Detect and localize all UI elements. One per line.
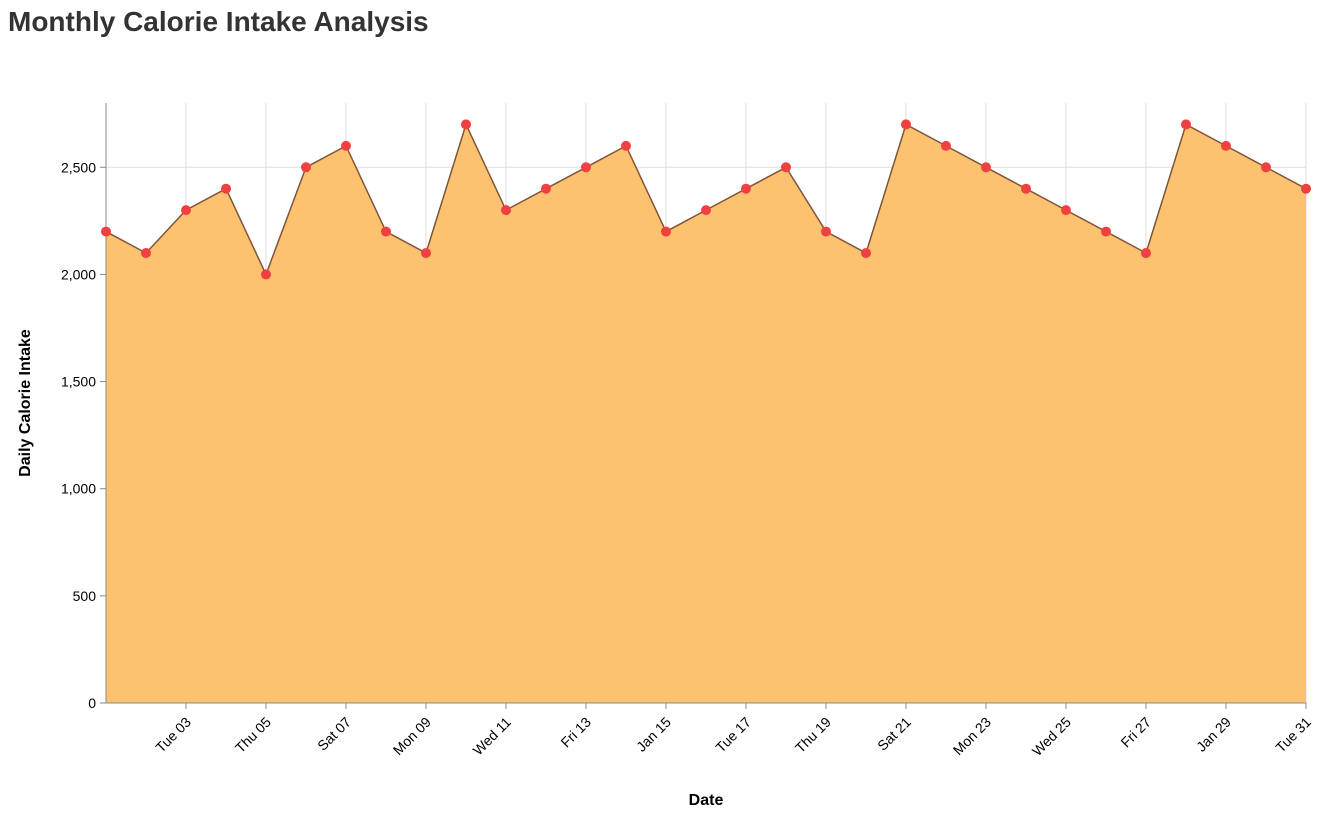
chart-title: Monthly Calorie Intake Analysis (8, 6, 429, 37)
data-point (661, 226, 671, 237)
data-point (381, 226, 391, 237)
data-point (621, 140, 631, 151)
y-tick-label: 1,500 (61, 374, 96, 390)
data-point (261, 269, 271, 280)
data-point (301, 162, 311, 173)
data-point (341, 140, 351, 151)
x-tick-label: Mon 23 (950, 714, 994, 758)
data-point (1101, 226, 1111, 237)
data-point (821, 226, 831, 237)
data-point (541, 183, 551, 194)
data-point (1061, 205, 1071, 216)
data-points (101, 119, 1311, 280)
data-point (141, 248, 151, 258)
data-point (101, 226, 111, 237)
x-tick-label: Jan 29 (1193, 714, 1234, 755)
area-fill (106, 124, 1306, 703)
data-point (1141, 248, 1151, 258)
y-tick-label: 1,000 (61, 481, 96, 497)
y-tick-label: 500 (73, 588, 97, 604)
x-tick-label: Jan 15 (633, 714, 674, 755)
data-point (1181, 119, 1191, 130)
data-point (981, 162, 991, 173)
x-tick-label: Fri 27 (1117, 714, 1154, 751)
data-point (1261, 162, 1271, 173)
x-tick-label: Sat 21 (874, 714, 914, 754)
data-point (501, 205, 511, 216)
y-tick-label: 0 (88, 695, 96, 711)
y-tick-label: 2,500 (61, 159, 96, 175)
data-point (461, 119, 471, 130)
data-point (221, 183, 231, 194)
x-tick-label: Mon 09 (390, 714, 434, 758)
x-tick-label: Tue 17 (712, 714, 754, 756)
data-point (701, 205, 711, 216)
x-tick-label: Fri 13 (557, 714, 594, 751)
x-tick-label: Thu 05 (232, 714, 274, 756)
x-tick-label: Tue 31 (1272, 714, 1314, 756)
y-tick-label: 2,000 (61, 266, 96, 282)
x-tick-label: Tue 03 (152, 714, 194, 756)
y-axis-title: Daily Calorie Intake (17, 329, 34, 477)
data-point (781, 162, 791, 173)
data-point (901, 119, 911, 130)
data-point (941, 140, 951, 151)
data-point (1301, 183, 1311, 194)
data-point (1021, 183, 1031, 194)
x-tick-label: Wed 11 (470, 714, 515, 759)
x-axis-title: Date (689, 792, 724, 809)
data-point (1221, 140, 1231, 151)
x-tick-label: Thu 19 (792, 714, 834, 756)
data-point (581, 162, 591, 173)
data-point (741, 183, 751, 194)
data-point (861, 248, 871, 258)
data-point (181, 205, 191, 216)
x-tick-label: Sat 07 (314, 714, 354, 754)
data-point (421, 248, 431, 258)
x-tick-label: Wed 25 (1029, 714, 1074, 759)
